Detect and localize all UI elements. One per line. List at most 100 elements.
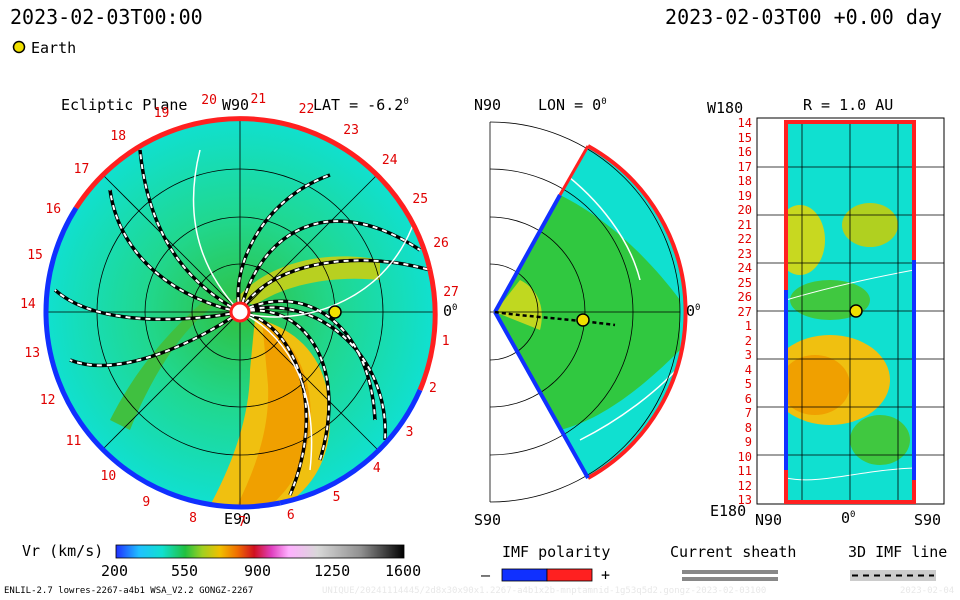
map-rotation-label: 27 [737,304,752,319]
map-rotation-label: 1 [744,319,752,333]
ecliptic-rotation-label: 10 [100,469,117,485]
ecliptic-title: Ecliptic Plane [61,96,188,114]
imf-polarity-positive-swatch [546,568,593,582]
map-rotation-label: 22 [737,232,752,246]
map-rotation-label: 19 [737,188,752,203]
earth-legend-icon [12,40,26,54]
colorbar-tick-1250: 1250 [314,562,351,580]
run-id: UNIQUE/20241114445/2d8x30x90x1.2267-a4b1… [322,586,767,596]
ecliptic-rotation-label: 4 [372,461,381,477]
ecliptic-lat-label: LAT = -6.20 [313,96,409,114]
current-sheath-title: Current sheath [670,543,797,561]
ecliptic-rotation-label: 18 [110,129,127,145]
map-rotation-label: 15 [737,130,752,145]
map-xlabel-s90: S90 [914,511,942,529]
imf-polarity-plus: + [601,566,611,584]
meridional-n90-label: N90 [474,96,502,114]
map-rotation-label: 24 [737,261,752,275]
ecliptic-rotation-label: 11 [65,434,82,450]
meridional-rim [587,144,688,480]
ecliptic-rotation-label: 26 [433,236,449,252]
ecliptic-e90-label: E90 [224,510,252,528]
model-info: ENLIL-2.7 lowres-2267-a4b1 WSA_V2.2 GONG… [4,586,254,596]
map-w180-label: W180 [707,99,744,117]
map-rotation-label: 18 [737,174,752,188]
meridional-panel [489,121,688,503]
ecliptic-rotation-label: 24 [381,153,398,169]
sun-icon [229,301,251,323]
map-rotation-label: 3 [744,348,752,362]
meridional-grid [489,121,681,503]
current-sheath-lines [192,149,421,471]
ecliptic-rotation-label: 9 [142,495,151,511]
imf-spiral-lines [53,149,431,496]
map-rotation-label: 14 [737,116,752,130]
map-rotation-label: 6 [744,391,752,406]
imf-line-title: 3D IMF line [848,543,948,561]
ecliptic-rim-positive [73,116,433,271]
map-rotation-label: 16 [737,145,752,159]
meridional-title: LON = 00 [538,96,607,114]
map-rotation-label: 9 [744,435,752,449]
colorbar-tick-1600: 1600 [385,562,422,580]
datetime-left: 2023-02-03T00:00 [10,5,203,29]
map-xlabel-n90: N90 [755,511,783,529]
map-panel [756,117,945,505]
map-rotation-label: 2 [744,333,752,348]
ecliptic-rotation-label: 8 [189,510,197,526]
ecliptic-rotation-label: 27 [443,284,459,300]
colorbar-tick-200: 200 [101,562,129,580]
ecliptic-rotation-label: 19 [153,105,170,121]
ecliptic-rotation-label: 1 [441,333,450,349]
map-rotation-label: 8 [744,420,752,435]
earth-marker-map [849,304,863,318]
ecliptic-rotation-label: 3 [405,424,414,440]
earth-marker-ecliptic [328,305,342,319]
ecliptic-rotation-label: 16 [45,202,62,218]
ecliptic-rotation-label: 14 [20,296,36,312]
map-rotation-label: 21 [737,217,752,232]
map-xlabel-0: 00 [841,509,856,527]
ecliptic-rotation-label: 12 [39,392,56,408]
earth-marker-meridional [576,313,590,327]
map-e180-label: E180 [710,502,747,520]
ecliptic-rotation-label: 22 [298,101,315,117]
ecliptic-rotation-label: 7 [238,514,246,530]
map-rotation-label: 17 [737,159,752,174]
meridional-zero-label: 00 [686,302,701,320]
date-stamp: 2023-02-04 [900,586,955,596]
map-rotation-label: 5 [744,377,752,391]
datetime-right: 2023-02-03T00 +0.00 day [665,5,942,29]
ecliptic-w90-label: W90 [222,96,250,114]
ecliptic-rotation-label: 25 [412,191,429,207]
map-rotation-label: 23 [737,246,752,261]
map-rotation-label: 10 [737,449,752,464]
colorbar-tick-900: 900 [244,562,272,580]
ecliptic-rotation-label: 5 [332,489,341,505]
imf-line-swatch [850,570,936,581]
current-sheath-swatch [682,570,778,581]
map-rotation-label: 20 [737,203,752,217]
ecliptic-rotation-label: 2 [429,381,437,397]
map-rotation-label: 11 [737,464,752,478]
map-rotation-label: 13 [737,493,752,507]
ecliptic-rim-negative [43,206,281,510]
meridional-s90-label: S90 [474,511,502,529]
map-rotation-label: 12 [737,478,752,493]
ecliptic-rotation-label: 13 [24,345,41,361]
meridional-imf-line [494,310,616,327]
ecliptic-rotation-label: 6 [286,507,295,523]
ecliptic-rotation-label: 17 [73,162,90,178]
ecliptic-zero-label: 00 [443,302,458,320]
map-rotation-label: 4 [744,362,752,377]
colorbar-label: Vr (km/s) [22,542,104,560]
map-rotation-label: 7 [744,406,752,420]
ecliptic-rotation-label: 23 [343,122,359,138]
earth-legend-label: Earth [31,39,77,57]
imf-polarity-negative-swatch [501,568,548,582]
map-rotation-label: 25 [737,275,752,290]
colorbar-tick-550: 550 [171,562,199,580]
map-title: R = 1.0 AU [803,96,894,114]
velocity-colorbar [115,544,405,559]
